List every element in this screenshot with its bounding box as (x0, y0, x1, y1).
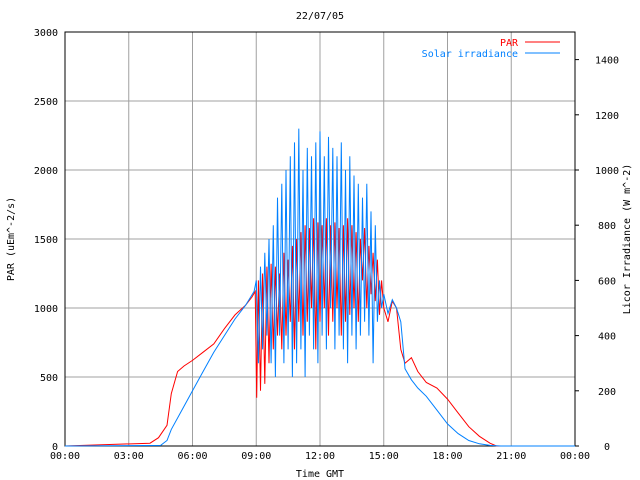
y2-tick-label: 0 (604, 442, 610, 453)
x-tick-label: 06:00 (177, 451, 207, 462)
x-tick-label: 21:00 (496, 451, 526, 462)
y2-axis-label: Licor Irradiance (W m^-2) (622, 164, 633, 315)
y2-tick-label: 800 (598, 221, 616, 232)
y2-tick-label: 400 (598, 332, 616, 343)
series-line-solar-irradiance (64, 128, 575, 447)
x-tick-label: 15:00 (369, 451, 399, 462)
series-layer (64, 128, 575, 447)
tick-labels: 00:00 03:00 06:00 09:00 12:00 15:00 18:00 21:00… (34, 28, 619, 462)
legend-label-par: PAR (500, 38, 519, 49)
chart-title: 22/07/05 (296, 11, 344, 22)
y2-tick-label: 1400 (595, 56, 619, 67)
y2-tick-label: 600 (598, 276, 616, 287)
y-tick-label: 1000 (34, 304, 58, 315)
grid-lines (65, 32, 575, 446)
y2-tick-label: 1000 (595, 166, 619, 177)
y-tick-label: 1500 (34, 235, 58, 246)
y-tick-label: 3000 (34, 28, 58, 39)
x-tick-label: 00:00 (560, 451, 590, 462)
plot-frame (64, 31, 576, 447)
y-tick-label: 0 (52, 442, 58, 453)
y-tick-label: 2500 (34, 97, 58, 108)
y2-tick-label: 1200 (595, 111, 619, 122)
y-tick-label: 2000 (34, 166, 58, 177)
x-tick-label: 18:00 (432, 451, 462, 462)
x-tick-label: 03:00 (114, 451, 144, 462)
x-tick-label: 12:00 (305, 451, 335, 462)
series-line-par (64, 218, 575, 447)
y-tick-label: 500 (40, 373, 58, 384)
x-tick-label: 09:00 (241, 451, 271, 462)
y-axis-label: PAR (uEm^-2/s) (6, 197, 17, 281)
legend-label-solar: Solar irradiance (422, 49, 518, 60)
x-axis-label: Time GMT (296, 469, 344, 480)
y2-tick-label: 200 (598, 387, 616, 398)
x-tick-label: 00:00 (50, 451, 80, 462)
legend: PAR Solar irradiance (422, 38, 560, 60)
